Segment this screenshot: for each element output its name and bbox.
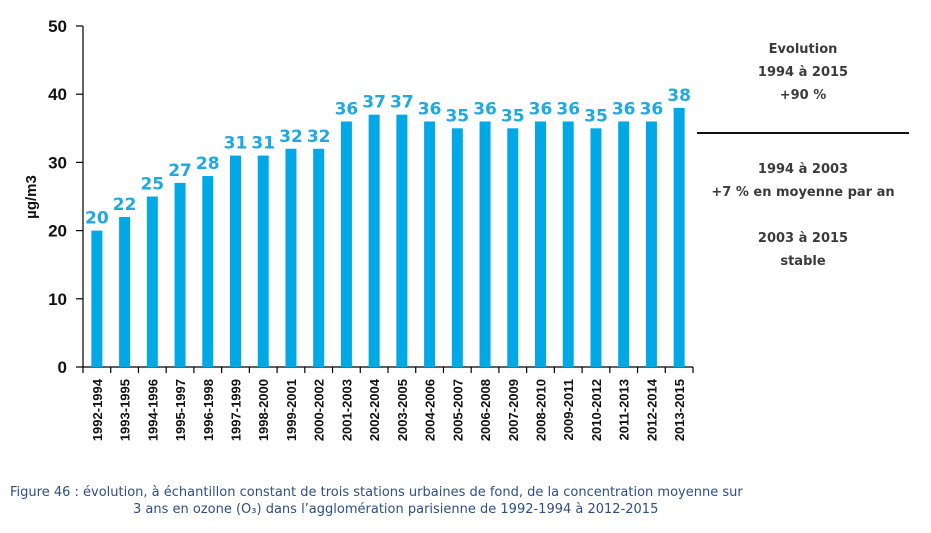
data-label: 38 <box>667 86 691 106</box>
data-label: 36 <box>473 99 497 119</box>
evolution-value: +90 % <box>779 88 827 103</box>
bar <box>257 155 269 367</box>
bar <box>424 121 436 367</box>
bar <box>645 121 657 367</box>
bar <box>174 182 186 367</box>
y-axis: 0 10 20 30 40 50 <box>48 17 84 377</box>
data-label: 32 <box>307 127 331 147</box>
data-label: 35 <box>445 106 469 126</box>
x-tick-label: 1998-2000 <box>256 379 271 441</box>
data-label: 35 <box>584 106 608 126</box>
x-tick-label: 2007-2009 <box>506 379 521 441</box>
y-tick-label: 20 <box>48 222 67 241</box>
x-tick-label: 1996-1998 <box>201 379 216 441</box>
data-label: 36 <box>335 99 359 119</box>
y-tick-label: 40 <box>48 85 67 104</box>
data-label: 25 <box>140 175 164 195</box>
data-label: 35 <box>501 106 525 126</box>
x-tick-label: 2003-2005 <box>395 379 410 441</box>
summary-divider <box>697 132 909 134</box>
bar <box>396 114 408 367</box>
x-tick-label: 1999-2001 <box>284 379 299 441</box>
x-tick-label: 2005-2007 <box>450 379 465 441</box>
y-tick-label: 0 <box>58 358 67 377</box>
data-label: 36 <box>640 99 664 119</box>
y-axis-title: µg/m3 <box>23 175 40 219</box>
period-summary: 1994 à 2003 +7 % en moyenne par an 2003 … <box>697 158 909 273</box>
caption-line-2: 3 ans en ozone (O₃) dans l’agglomération… <box>133 502 659 517</box>
bar <box>230 155 241 367</box>
bars <box>91 107 685 367</box>
period-2-trend: stable <box>780 254 826 269</box>
data-label: 37 <box>362 93 386 113</box>
x-tick-label: 1994-1996 <box>145 379 160 441</box>
evolution-period: 1994 à 2015 <box>757 65 849 80</box>
x-tick-label: 1995-1997 <box>173 379 188 441</box>
evolution-title: Evolution <box>768 42 838 57</box>
data-label: 27 <box>168 161 192 181</box>
bar <box>119 216 131 367</box>
x-tick-label: 2011-2013 <box>617 379 632 440</box>
data-label: 20 <box>85 209 109 229</box>
bar <box>451 128 463 367</box>
bar <box>91 230 103 367</box>
period-1-range: 1994 à 2003 <box>757 162 849 177</box>
x-tick-label: 2000-2002 <box>312 379 327 441</box>
bar <box>146 196 158 367</box>
bar <box>313 148 325 367</box>
bar <box>590 128 602 367</box>
data-label: 28 <box>196 154 220 174</box>
bar <box>340 121 352 367</box>
data-label: 32 <box>279 127 303 147</box>
period-2-range: 2003 à 2015 <box>757 231 849 246</box>
data-label: 36 <box>612 99 636 119</box>
bar <box>562 121 574 367</box>
data-label: 31 <box>224 134 248 154</box>
y-tick-label: 30 <box>48 153 67 172</box>
y-tick-label: 50 <box>48 17 67 36</box>
period-1-trend: +7 % en moyenne par an <box>711 185 895 200</box>
x-tick-label: 2013-2015 <box>672 379 687 441</box>
data-label: 36 <box>556 99 580 119</box>
data-label: 37 <box>390 93 414 113</box>
figure-caption: Figure 46 : évolution, à échantillon con… <box>10 484 850 518</box>
y-tick-label: 10 <box>48 290 67 309</box>
x-tick-label: 2010-2012 <box>589 379 604 441</box>
x-tick-label: 2009-2011 <box>561 379 576 440</box>
x-axis: 1992-1994 1993-1995 1994-1996 1995-1997 1996… <box>82 366 694 441</box>
caption-line-1: Figure 46 : évolution, à échantillon con… <box>10 485 743 500</box>
bar <box>202 176 214 367</box>
bar <box>535 121 546 367</box>
x-tick-label: 2002-2004 <box>367 378 382 441</box>
x-tick-label: 1997-1999 <box>229 379 244 441</box>
bar <box>618 121 630 367</box>
x-tick-label: 2004-2006 <box>423 379 438 441</box>
x-tick-label: 2012-2014 <box>644 378 659 441</box>
data-label: 22 <box>113 195 137 215</box>
x-tick-label: 1992-1994 <box>90 378 105 441</box>
bar <box>479 121 491 367</box>
bar <box>368 114 380 367</box>
bar <box>673 107 685 367</box>
x-tick-label: 1993-1995 <box>118 379 133 441</box>
x-tick-label: 2008-2010 <box>534 379 549 441</box>
bar <box>507 128 519 367</box>
bar <box>285 148 297 367</box>
x-tick-label: 2001-2003 <box>339 379 354 441</box>
data-label: 36 <box>529 99 553 119</box>
evolution-summary: Evolution 1994 à 2015 +90 % <box>697 38 909 107</box>
data-label: 36 <box>418 99 442 119</box>
x-tick-label: 2006-2008 <box>478 379 493 441</box>
data-label: 31 <box>251 134 275 154</box>
